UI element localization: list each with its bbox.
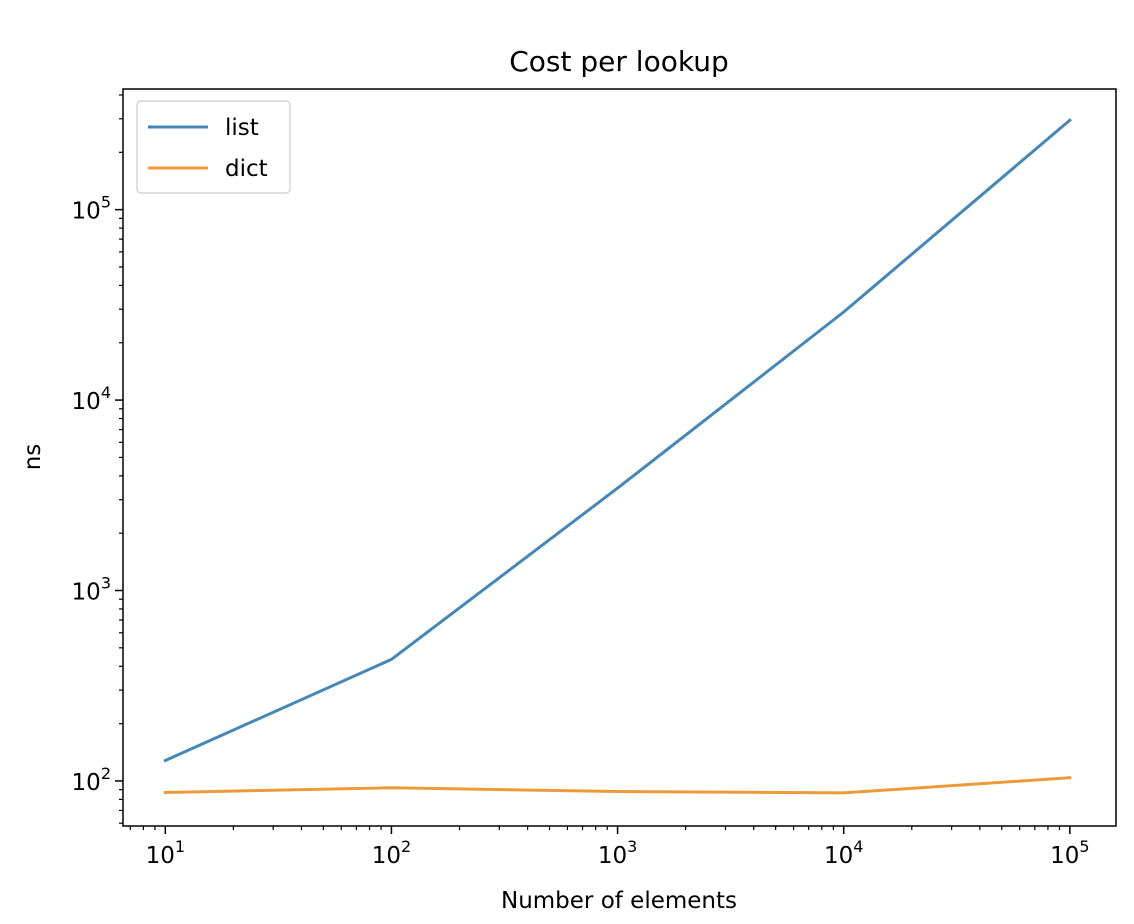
series-layer — [163, 118, 1072, 795]
x-tick-label: 102 — [372, 837, 411, 869]
axes-frame — [122, 88, 1117, 827]
legend-label-list: list — [225, 115, 259, 141]
x-axis-label: Number of elements — [501, 888, 737, 914]
y-tick-label: 104 — [72, 383, 111, 415]
series-line-list — [163, 118, 1072, 763]
y-axis-ticks: 102 103 104 105 — [72, 193, 123, 796]
legend-frame — [136, 100, 291, 194]
legend-label-dict: dict — [225, 156, 268, 182]
legend: list dict — [136, 100, 291, 194]
x-tick-label: 105 — [1050, 837, 1089, 869]
x-axis-ticks: 101 102 103 104 105 — [146, 826, 1090, 869]
y-tick-label: 105 — [72, 193, 111, 225]
x-minor-ticks — [129, 826, 1061, 830]
x-tick-label: 101 — [146, 837, 185, 869]
chart-title: Cost per lookup — [509, 45, 728, 78]
plot-area — [122, 88, 1117, 827]
x-tick-label: 103 — [598, 837, 637, 869]
y-axis-label: ns — [20, 444, 46, 471]
y-tick-label: 102 — [72, 764, 111, 796]
x-tick-label: 104 — [824, 837, 863, 869]
y-minor-ticks — [119, 94, 123, 824]
series-line-dict — [163, 776, 1072, 795]
y-tick-label: 103 — [72, 574, 111, 606]
